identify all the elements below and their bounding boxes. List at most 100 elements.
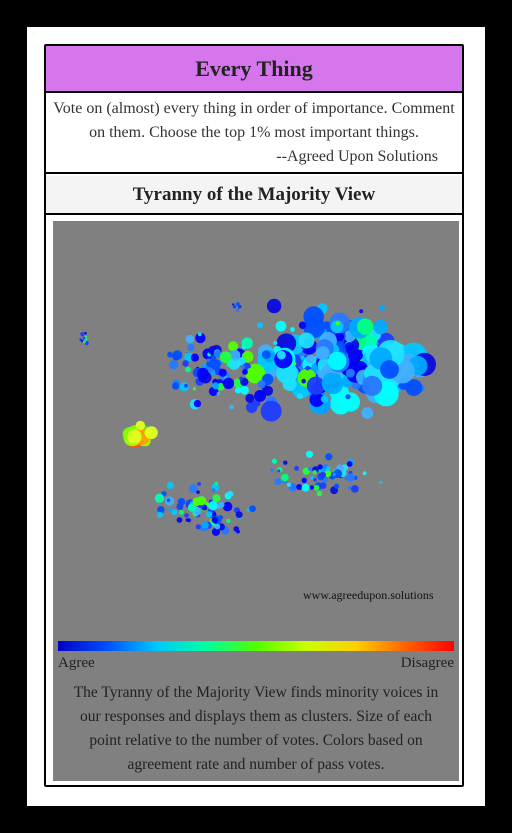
scatter-point xyxy=(216,392,220,396)
scatter-point xyxy=(365,334,378,347)
scatter-point xyxy=(157,506,165,514)
scatter-point xyxy=(229,350,241,361)
scatter-point xyxy=(346,473,355,482)
scatter-point xyxy=(294,466,299,471)
scatter-point xyxy=(301,477,307,484)
scatter-point xyxy=(222,501,233,512)
scatter-point xyxy=(186,518,192,523)
scatter-point xyxy=(308,466,313,472)
scatter-point xyxy=(176,517,183,523)
scatter-point xyxy=(373,319,389,335)
scatter-point xyxy=(185,366,191,373)
scatter-point xyxy=(79,338,82,341)
scatter-point xyxy=(196,490,200,495)
scatter-point xyxy=(320,395,328,403)
scatter-point xyxy=(361,407,374,419)
scatter-point xyxy=(315,346,330,361)
scatter-point xyxy=(303,316,326,338)
scatter-point xyxy=(195,332,206,344)
opinion-scatter-plot xyxy=(79,298,436,536)
scatter-point xyxy=(84,341,89,346)
scatter-point xyxy=(179,510,184,515)
scatter-point xyxy=(310,476,314,480)
scatter-point xyxy=(305,450,314,458)
scatter-point xyxy=(145,426,158,440)
scatter-point xyxy=(359,309,364,314)
scatter-point xyxy=(319,471,327,478)
scatter-point xyxy=(345,394,351,400)
scatter-point xyxy=(84,335,87,338)
scatter-point xyxy=(362,375,383,396)
scatter-point xyxy=(313,485,320,491)
scatter-point xyxy=(219,351,232,363)
scatter-point xyxy=(198,332,202,337)
scatter-point xyxy=(185,334,195,344)
scatter-point xyxy=(166,498,171,502)
scatter-point xyxy=(208,501,218,511)
scatter-point xyxy=(82,336,86,340)
view-explanation: The Tyranny of the Majority View finds m… xyxy=(73,684,439,773)
scatter-point xyxy=(312,470,317,475)
scatter-point xyxy=(172,382,180,390)
scatter-point xyxy=(313,477,317,482)
scatter-point xyxy=(332,473,336,477)
scatter-point xyxy=(319,482,327,490)
scatter-point xyxy=(182,360,189,367)
agreement-colorbar xyxy=(58,641,454,651)
view-title: Tyranny of the Majority View xyxy=(46,176,462,215)
scatter-point xyxy=(127,429,142,444)
scatter-point xyxy=(347,486,352,490)
thing-card: Every Thing Vote on (almost) every thing… xyxy=(44,44,464,787)
scatter-point xyxy=(206,358,211,362)
scatter-point xyxy=(156,511,163,518)
scatter-point xyxy=(154,493,165,503)
scatter-point xyxy=(228,341,239,352)
scatter-point xyxy=(283,460,288,465)
scatter-point xyxy=(187,343,195,352)
scatter-point xyxy=(171,509,178,516)
scatter-point xyxy=(190,353,199,362)
scatter-point xyxy=(228,357,241,370)
scatter-point xyxy=(290,327,295,332)
scatter-point xyxy=(211,527,221,536)
scatter-point xyxy=(300,355,305,360)
scatter-point xyxy=(193,399,202,408)
card-title: Every Thing xyxy=(46,46,462,93)
scatter-point xyxy=(296,393,303,400)
scatter-point xyxy=(177,498,186,506)
scatter-point xyxy=(345,368,355,378)
scatter-point xyxy=(240,386,249,395)
scatter-point xyxy=(227,490,234,497)
scatter-point xyxy=(195,524,201,530)
scatter-point xyxy=(340,392,360,412)
scatter-point xyxy=(357,318,374,335)
scatter-point xyxy=(233,526,240,532)
scatter-point xyxy=(309,485,315,490)
scatter-point xyxy=(212,512,217,517)
scatter-point xyxy=(206,511,213,518)
scatter-point xyxy=(346,461,353,467)
scatter-point xyxy=(168,360,179,370)
scatter-point xyxy=(298,332,315,349)
scatter-point xyxy=(197,482,202,486)
scatter-point xyxy=(236,302,240,306)
scatter-point xyxy=(212,382,220,390)
scatter-point xyxy=(241,345,246,350)
scatter-point xyxy=(317,464,323,470)
scatter-point xyxy=(235,386,242,394)
scatter-point xyxy=(277,350,286,360)
scatter-point xyxy=(214,523,221,530)
scatter-point xyxy=(351,485,359,493)
scatter-point xyxy=(222,377,235,389)
scatter-point xyxy=(333,469,342,478)
scatter-point xyxy=(213,350,222,359)
scatter-point xyxy=(301,483,310,492)
scatter-point xyxy=(324,470,332,478)
scatter-point xyxy=(296,484,303,490)
scatter-point xyxy=(362,471,367,476)
scatter-point xyxy=(187,503,197,512)
scatter-point xyxy=(84,331,87,335)
scatter-point xyxy=(246,367,257,379)
scatter-point xyxy=(232,303,235,306)
scatter-point xyxy=(210,355,217,361)
